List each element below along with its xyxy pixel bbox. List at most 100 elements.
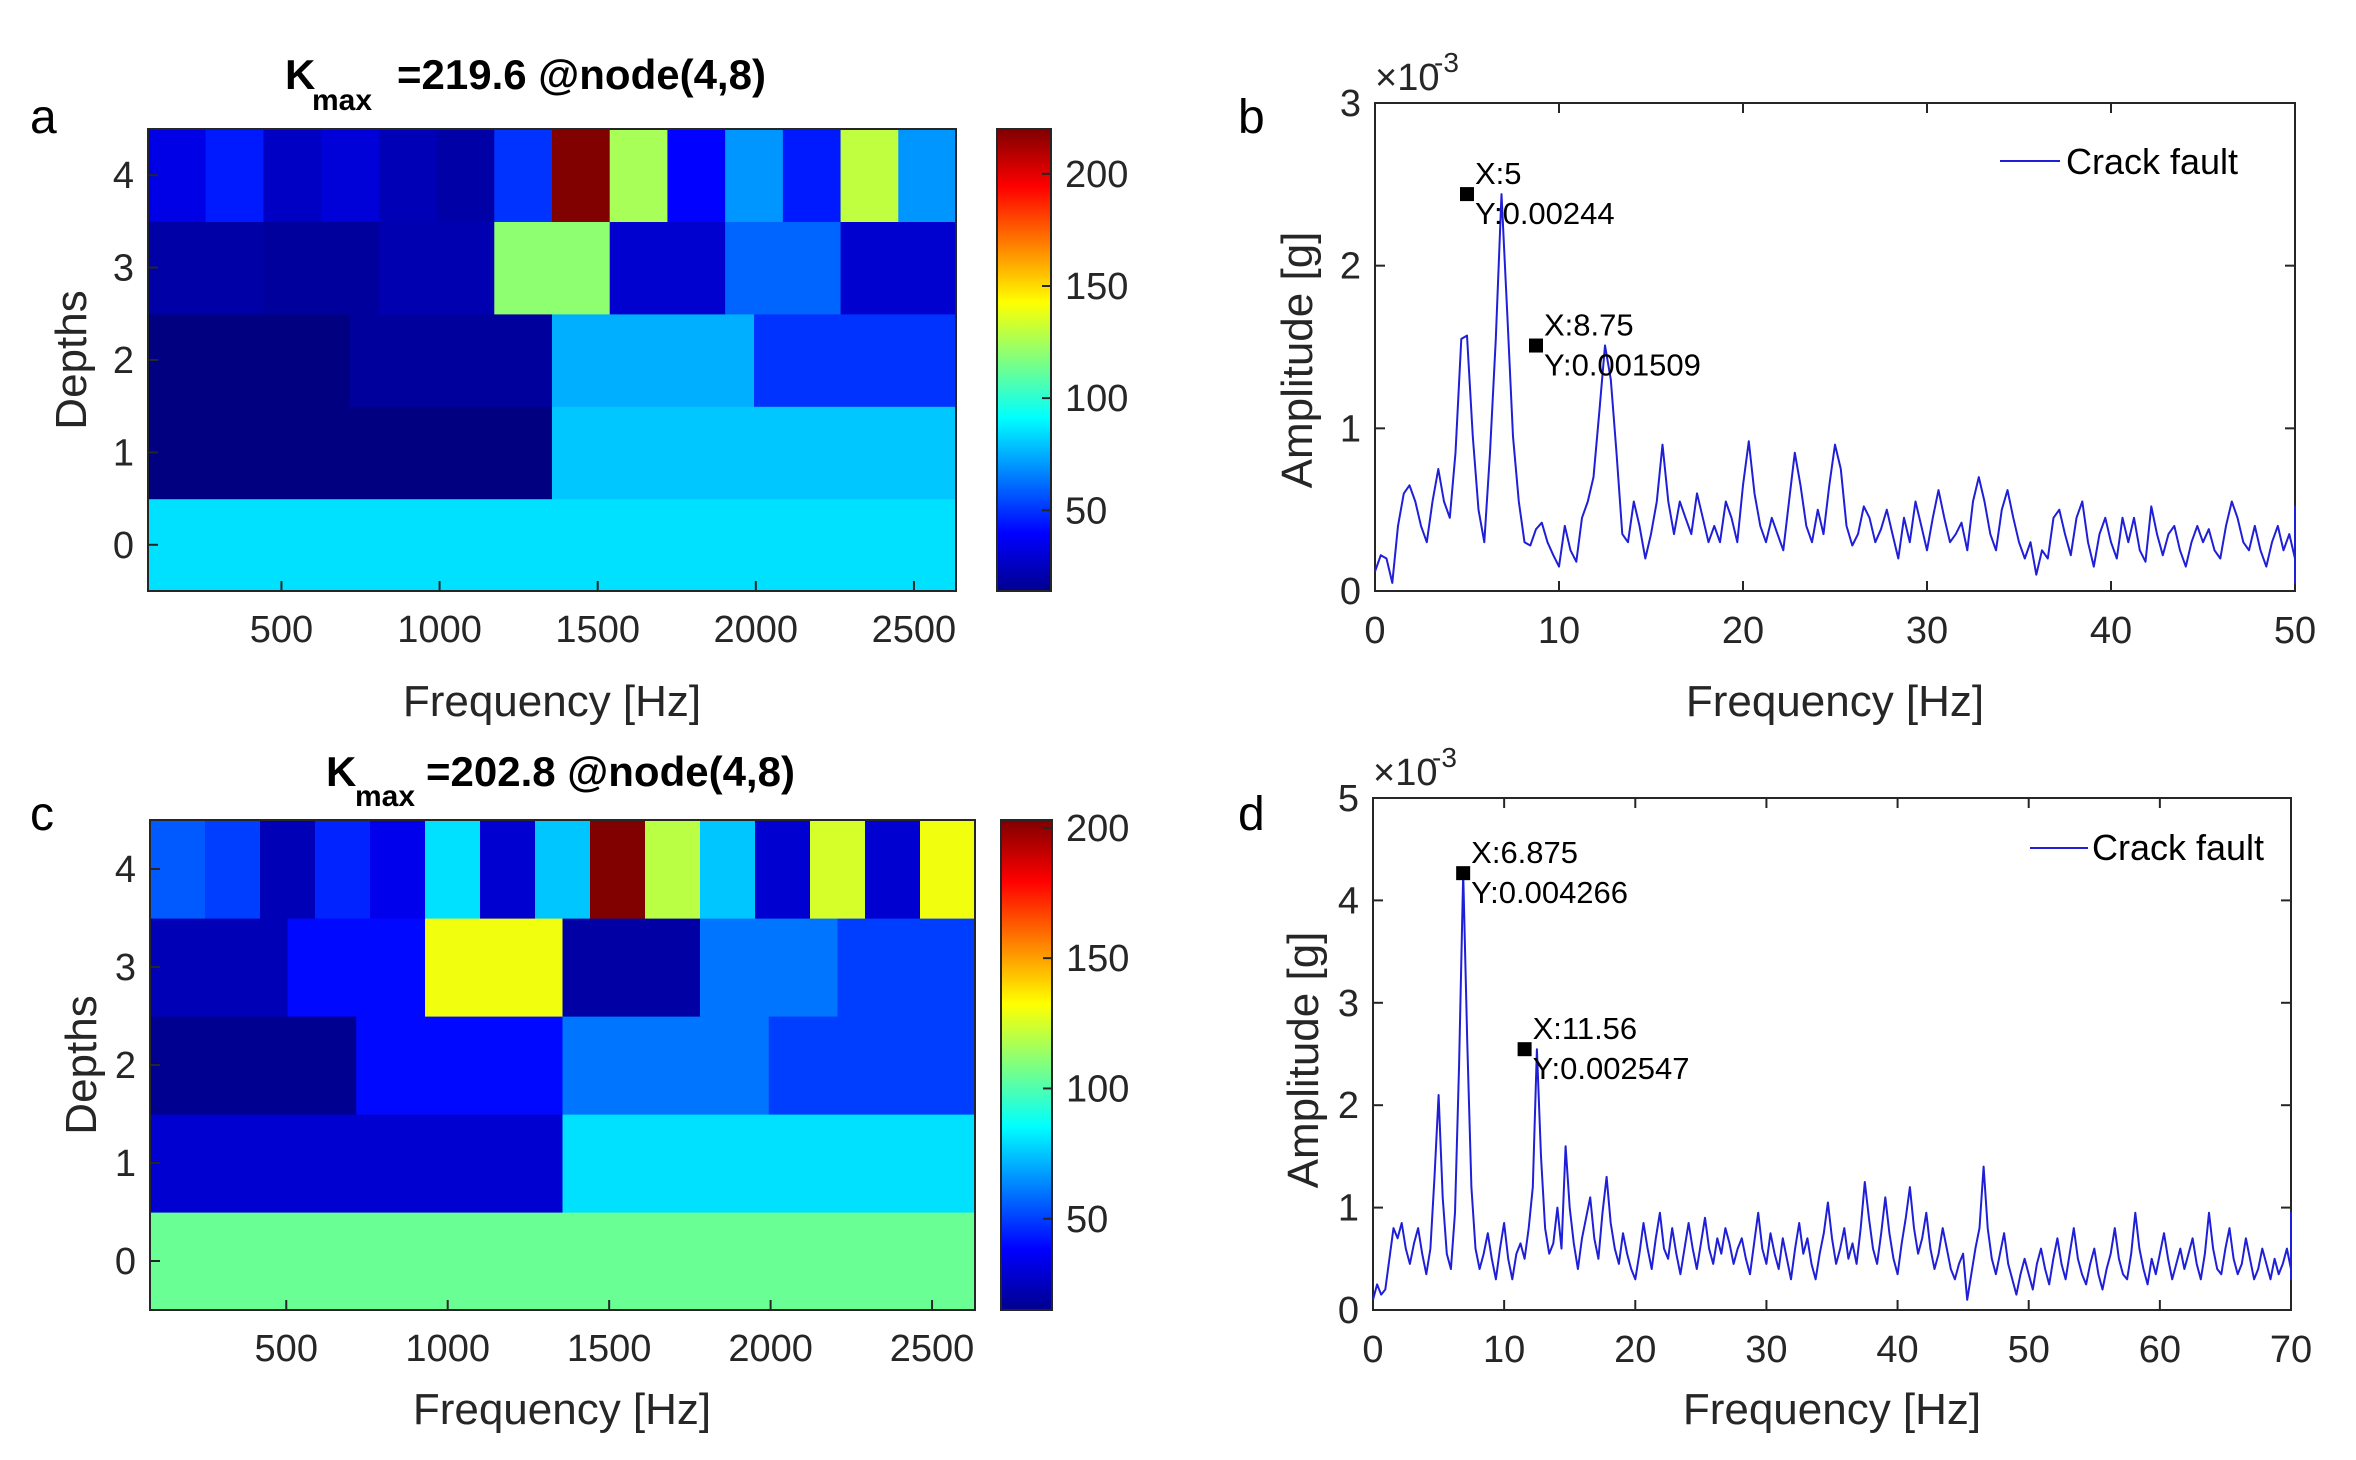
plot-d-ticks: 0 10 20 30 40 50 60 70 0 1 2 3 4 5 — [1338, 778, 2312, 1371]
plot-b-markers: X:5 Y:0.00244 X:8.75 Y:0.001509 — [1460, 156, 1701, 383]
heatmap-cell — [378, 221, 495, 315]
heatmap-cell — [562, 1016, 770, 1115]
heatmap-cell — [609, 129, 669, 222]
heatmap-panel-a: a K max =219.6 @node(4,8) 500 1000 1500 200… — [30, 51, 1128, 726]
heatmap-cell — [378, 129, 438, 222]
data-tip-marker[interactable] — [1529, 338, 1543, 353]
data-tip-marker[interactable] — [1517, 1042, 1532, 1057]
y-tick-label: 0 — [113, 525, 134, 567]
x-tick-label: 500 — [250, 609, 313, 651]
x-tick-label: 50 — [2274, 610, 2316, 652]
x-tick-label: 20 — [1722, 610, 1764, 652]
x-tick-label: 1500 — [567, 1328, 652, 1370]
y-tick-label: 1 — [113, 432, 134, 474]
heatmap-cell — [700, 918, 839, 1017]
panel-label-d: d — [1238, 788, 1265, 841]
heatmap-c-ylabel: Depths — [57, 995, 106, 1134]
heatmap-cell — [768, 1016, 976, 1115]
panel-label-c: c — [30, 788, 54, 841]
heatmap-c-xlabel: Frequency [Hz] — [413, 1385, 711, 1434]
heatmap-cell — [590, 820, 646, 919]
plot-d-markers: X:6.875 Y:0.004266 X:11.56 Y:0.002547 — [1456, 835, 1689, 1086]
heatmap-cell — [755, 820, 811, 919]
heatmap-cell — [840, 129, 899, 222]
data-tip-y-label: Y:0.004266 — [1471, 875, 1628, 910]
heatmap-cell — [148, 221, 265, 315]
heatmap-cell — [260, 820, 316, 919]
plot-b-ylabel: Amplitude [g] — [1273, 232, 1322, 489]
y-tick-label: 1 — [115, 1143, 136, 1185]
heatmap-cell — [148, 313, 351, 407]
heatmap-c-x-ticks: 500 1000 1500 2000 2500 — [255, 1300, 974, 1370]
plot-b-exponent: -3 — [1434, 47, 1459, 78]
colorbar-c — [1000, 819, 1053, 1311]
colorbar-a — [996, 128, 1052, 592]
heatmap-cell — [350, 313, 553, 407]
colorbar-tick-label: 150 — [1066, 938, 1129, 980]
plot-d-ylabel: Amplitude [g] — [1279, 932, 1328, 1189]
heatmap-cell — [150, 1016, 357, 1115]
x-tick-label: 70 — [2270, 1329, 2312, 1371]
y-tick-label: 0 — [115, 1241, 136, 1283]
heatmap-cell — [810, 820, 866, 919]
plot-b-legend-label: Crack fault — [2066, 141, 2238, 182]
y-tick-label: 3 — [113, 248, 134, 290]
title-a-main: K — [285, 51, 315, 98]
heatmap-cell — [667, 129, 726, 222]
data-tip-y-label: Y:0.001509 — [1544, 348, 1701, 383]
x-tick-label: 10 — [1538, 610, 1580, 652]
data-tip-x-label: X:6.875 — [1471, 835, 1578, 870]
y-tick-label: 4 — [1338, 880, 1359, 922]
heatmap-cell — [205, 129, 265, 222]
title-a-rest: =219.6 @node(4,8) — [397, 51, 766, 98]
y-tick-label: 1 — [1340, 408, 1361, 450]
y-tick-label: 3 — [1338, 983, 1359, 1025]
heatmap-cell — [535, 820, 591, 919]
data-tip-y-label: Y:0.002547 — [1533, 1051, 1690, 1086]
colorbar-tick-label: 150 — [1065, 266, 1128, 308]
x-tick-label: 40 — [1876, 1329, 1918, 1371]
y-tick-label: 5 — [1338, 778, 1359, 820]
plot-b-series-line — [1374, 193, 2296, 584]
colorbar-tick-label: 200 — [1065, 154, 1128, 196]
colorbar-tick-label: 50 — [1066, 1199, 1108, 1241]
y-tick-label: 4 — [115, 849, 136, 891]
colorbar-tick-label: 200 — [1066, 808, 1129, 850]
heatmap-cell — [480, 820, 536, 919]
heatmap-cell — [840, 221, 957, 315]
heatmap-cell — [920, 820, 976, 919]
heatmap-cell — [263, 129, 322, 222]
heatmap-cell — [205, 820, 261, 919]
heatmap-cell — [150, 1212, 976, 1311]
plot-b-exponent-base: ×10 — [1375, 57, 1439, 99]
heatmap-cell — [150, 918, 289, 1017]
x-tick-label: 2000 — [714, 609, 799, 651]
title-a-sub: max — [312, 84, 372, 117]
heatmap-cell — [782, 129, 842, 222]
heatmap-cell — [725, 129, 784, 222]
heatmap-cell — [148, 498, 957, 592]
x-tick-label: 0 — [1362, 1329, 1383, 1371]
y-tick-label: 2 — [113, 340, 134, 382]
y-tick-label: 1 — [1338, 1188, 1359, 1230]
heatmap-cell — [370, 820, 426, 919]
colorbar-tick-label: 100 — [1065, 378, 1128, 420]
data-tip-marker[interactable] — [1460, 187, 1474, 202]
x-tick-label: 30 — [1906, 610, 1948, 652]
data-tip-x-label: X:8.75 — [1544, 308, 1634, 343]
heatmap-a-x-ticks: 500 1000 1500 2000 2500 — [250, 581, 956, 651]
heatmap-cell — [148, 406, 553, 500]
heatmap-cell — [898, 129, 957, 222]
heatmap-cell — [552, 313, 755, 407]
spectrum-panel-b: b 0 10 20 30 40 50 0 1 2 3 X:5 Y:0.00244 X:8.75 Y:0.… — [1238, 47, 2316, 726]
heatmap-cell — [700, 820, 756, 919]
colorbar-a-ticks: 50 100 150 200 — [1042, 154, 1128, 532]
heatmap-cell — [754, 313, 957, 407]
title-c-main: K — [326, 748, 356, 795]
colorbar-c-ticks: 50 100 150 200 — [1043, 808, 1129, 1241]
colorbar-tick-label: 50 — [1065, 490, 1107, 532]
heatmap-c-y-ticks: 0 1 2 3 4 — [115, 849, 160, 1283]
heatmap-cell — [494, 129, 553, 222]
data-tip-marker[interactable] — [1456, 866, 1471, 881]
x-tick-label: 50 — [2008, 1329, 2050, 1371]
